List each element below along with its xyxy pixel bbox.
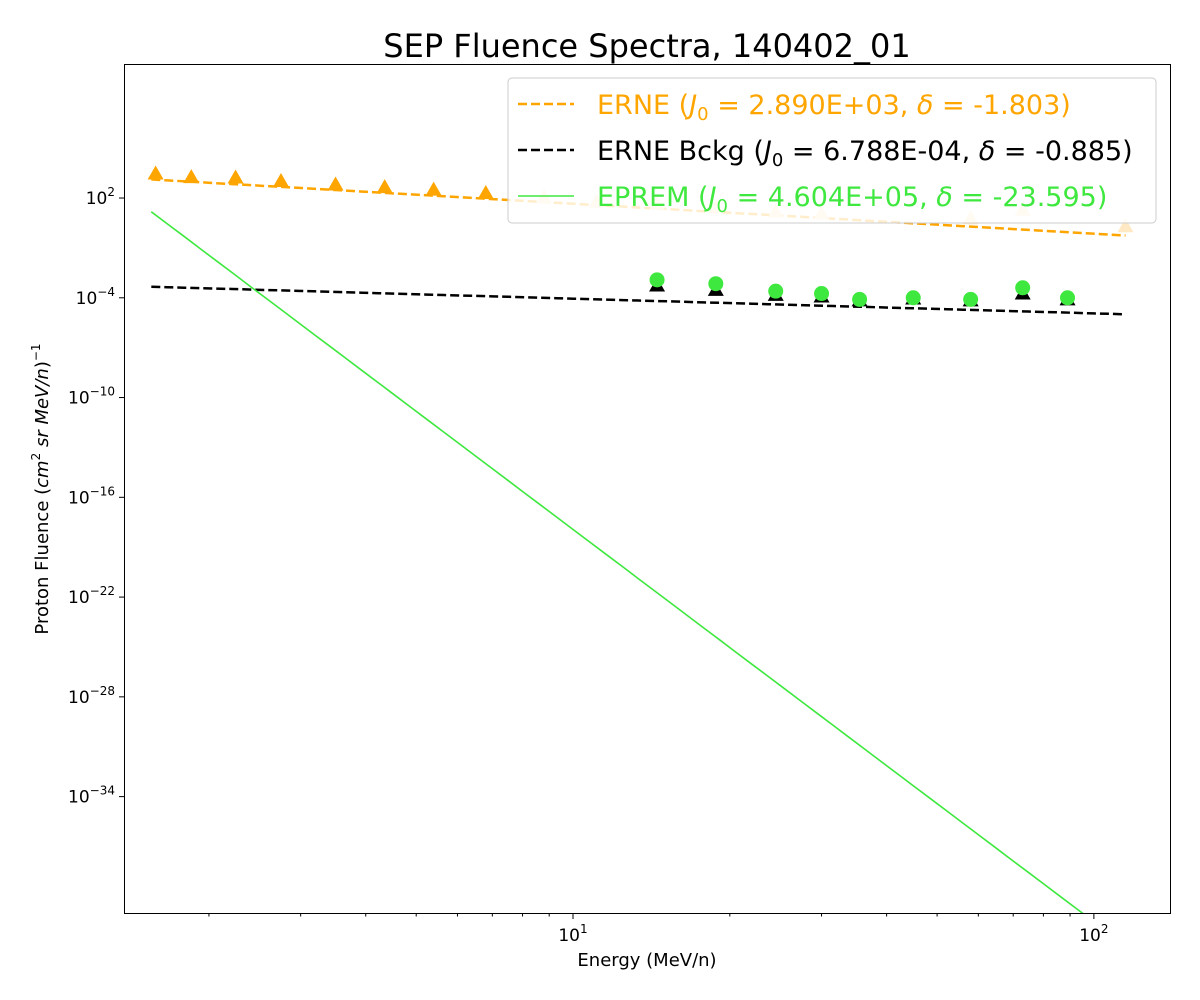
eprem-data-point <box>1015 280 1031 296</box>
legend-box <box>507 77 1157 224</box>
erne-data-point <box>376 179 393 194</box>
y-tick-label: 102 <box>86 185 115 209</box>
eprem-data-point <box>1060 290 1076 306</box>
erne-data-point <box>272 173 289 188</box>
axis-ticks: 101 102 102 10−4 10−10 10−16 10−22 10−28 10−34 <box>68 185 1108 946</box>
erne-data-point <box>1117 218 1134 233</box>
chart-title: SEP Fluence Spectra, 140402_01 <box>383 27 910 65</box>
y-axis-label: Proton Fluence (cm2 sr MeV/n)−1 <box>29 343 53 634</box>
plot-frame <box>124 64 1171 914</box>
erne-data-point <box>425 181 442 196</box>
y-tick-label: 10−10 <box>68 385 115 409</box>
eprem-data-point <box>905 290 921 306</box>
y-tick-label: 10−34 <box>68 784 115 808</box>
eprem-legend-label: EPREM (J0 = 4.604E+05, δ = -23.595) <box>597 182 1107 217</box>
eprem-fit-line <box>150 211 1084 913</box>
y-tick-label: 10−16 <box>68 484 115 508</box>
erne-legend-label: ERNE (J0 = 2.890E+03, δ = -1.803) <box>597 90 1071 125</box>
eprem-data-point <box>963 291 979 307</box>
eprem-data-point <box>852 291 868 307</box>
erne-data-point <box>183 169 200 184</box>
erne-data-point <box>147 165 164 180</box>
x-tick-label: 102 <box>1079 922 1108 946</box>
eprem-data-point <box>708 276 724 292</box>
eprem-data-point <box>768 283 784 299</box>
erne-data-point <box>327 176 344 191</box>
eprem-data-point <box>649 272 665 288</box>
plot-area <box>147 165 1134 913</box>
y-tick-label: 10−22 <box>68 584 115 608</box>
erne-bckg-fit-line <box>151 285 1126 316</box>
eprem-data-point <box>814 286 830 302</box>
erne-bckg-legend-label: ERNE Bckg (J0 = 6.788E-04, δ = -0.885) <box>597 136 1133 171</box>
x-tick-label: 101 <box>558 922 587 946</box>
y-tick-label: 10−4 <box>76 285 115 309</box>
legend: ERNE (J0 = 2.890E+03, δ = -1.803) ERNE Bc… <box>507 77 1157 224</box>
plot-content <box>147 165 1134 913</box>
y-tick-label: 10−28 <box>68 684 115 708</box>
erne-data-point <box>477 185 494 200</box>
erne-data-point <box>227 169 244 184</box>
x-axis-label: Energy (MeV/n) <box>577 950 716 971</box>
